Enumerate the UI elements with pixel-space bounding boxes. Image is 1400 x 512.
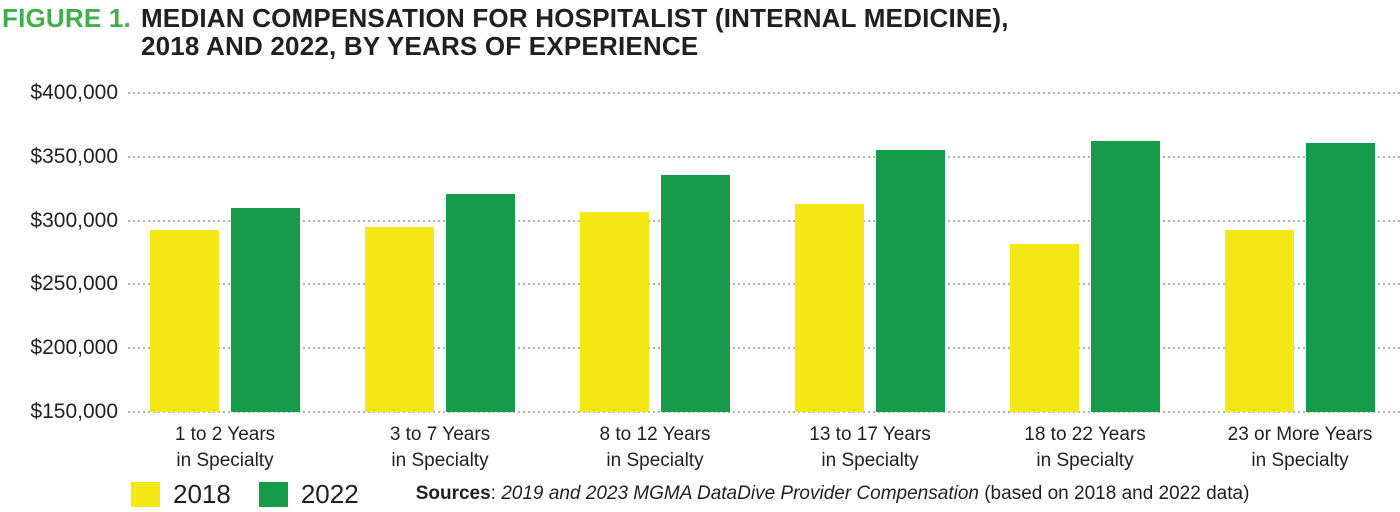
- legend-item-2018: 2018: [131, 479, 231, 510]
- sources-separator: :: [490, 483, 502, 504]
- bar-2018-1-to-2-years: [150, 229, 219, 412]
- chart-title: FIGURE 1. MEDIAN COMPENSATION FOR HOSPIT…: [2, 4, 1009, 60]
- y-axis-tick-350000: $350,000: [30, 144, 118, 168]
- chart-title-text: MEDIAN COMPENSATION FOR HOSPITALIST (INT…: [141, 4, 1009, 60]
- x-axis-label-1-to-2-years: 1 to 2 Years in Specialty: [174, 424, 276, 471]
- y-axis-tick-300000: $300,000: [30, 208, 118, 232]
- gridline-200000: [128, 347, 1400, 350]
- x-axis-label-13-to-17-years: 13 to 17 Years in Specialty: [809, 424, 931, 471]
- x-axis-label-3-to-7-years: 3 to 7 Years in Specialty: [389, 424, 491, 471]
- x-axis-label-18-to-22-years: 18 to 22 Years in Specialty: [1024, 424, 1146, 471]
- y-axis-tick-400000: $400,000: [30, 81, 118, 104]
- sources-suffix: (based on 2018 and 2022 data): [984, 483, 1250, 504]
- bar-2022-23-or-more-years: [1306, 142, 1375, 412]
- bar-2022-3-to-7-years: [446, 193, 515, 412]
- legend-swatch-2018: [131, 481, 160, 507]
- gridline-400000: [128, 92, 1400, 94]
- bar-2022-8-to-12-years: [661, 174, 730, 412]
- bar-2022-1-to-2-years: [231, 207, 300, 412]
- bar-2018-13-to-17-years: [795, 204, 864, 412]
- gridline-150000: [128, 411, 1400, 413]
- gridline-250000: [128, 283, 1400, 286]
- legend-label-2022: 2022: [300, 478, 359, 509]
- bar-2018-23-or-more-years: [1225, 229, 1294, 412]
- bar-2018-18-to-22-years: [1010, 243, 1079, 412]
- bar-2018-3-to-7-years: [365, 226, 434, 412]
- x-axis-label-8-to-12-years: 8 to 12 Years in Specialty: [599, 424, 711, 471]
- bar-2022-18-to-22-years: [1091, 141, 1160, 412]
- sources-note: Sources: 2019 and 2023 MGMA DataDive Pro…: [416, 483, 1250, 505]
- y-axis-tick-200000: $200,000: [30, 336, 118, 360]
- legend-item-2022: 2022: [258, 478, 359, 510]
- figure-number-label: FIGURE 1.: [2, 3, 131, 33]
- bar-2018-8-to-12-years: [580, 211, 649, 412]
- legend-swatch-2022: [258, 481, 288, 507]
- chart-footer: 2018 2022 Sources: 2019 and 2023 MGMA Da…: [131, 476, 1249, 512]
- sources-italic-text: 2019 and 2023 MGMA DataDive Provider Com…: [501, 483, 979, 504]
- gridline-350000: [128, 155, 1400, 158]
- x-axis-label-23-or-more-years: 23 or More Years in Specialty: [1227, 424, 1373, 471]
- legend-label-2018: 2018: [173, 478, 231, 509]
- gridline-300000: [128, 219, 1400, 222]
- y-axis-tick-150000: $150,000: [30, 400, 118, 423]
- chart-title-line2: 2018 AND 2022, BY YEARS OF EXPERIENCE: [140, 31, 699, 61]
- bar-2022-13-to-17-years: [876, 150, 945, 412]
- y-axis-tick-250000: $250,000: [30, 272, 118, 296]
- chart-title-line1: MEDIAN COMPENSATION FOR HOSPITALIST (INT…: [140, 3, 1009, 33]
- sources-prefix: Sources: [415, 483, 491, 504]
